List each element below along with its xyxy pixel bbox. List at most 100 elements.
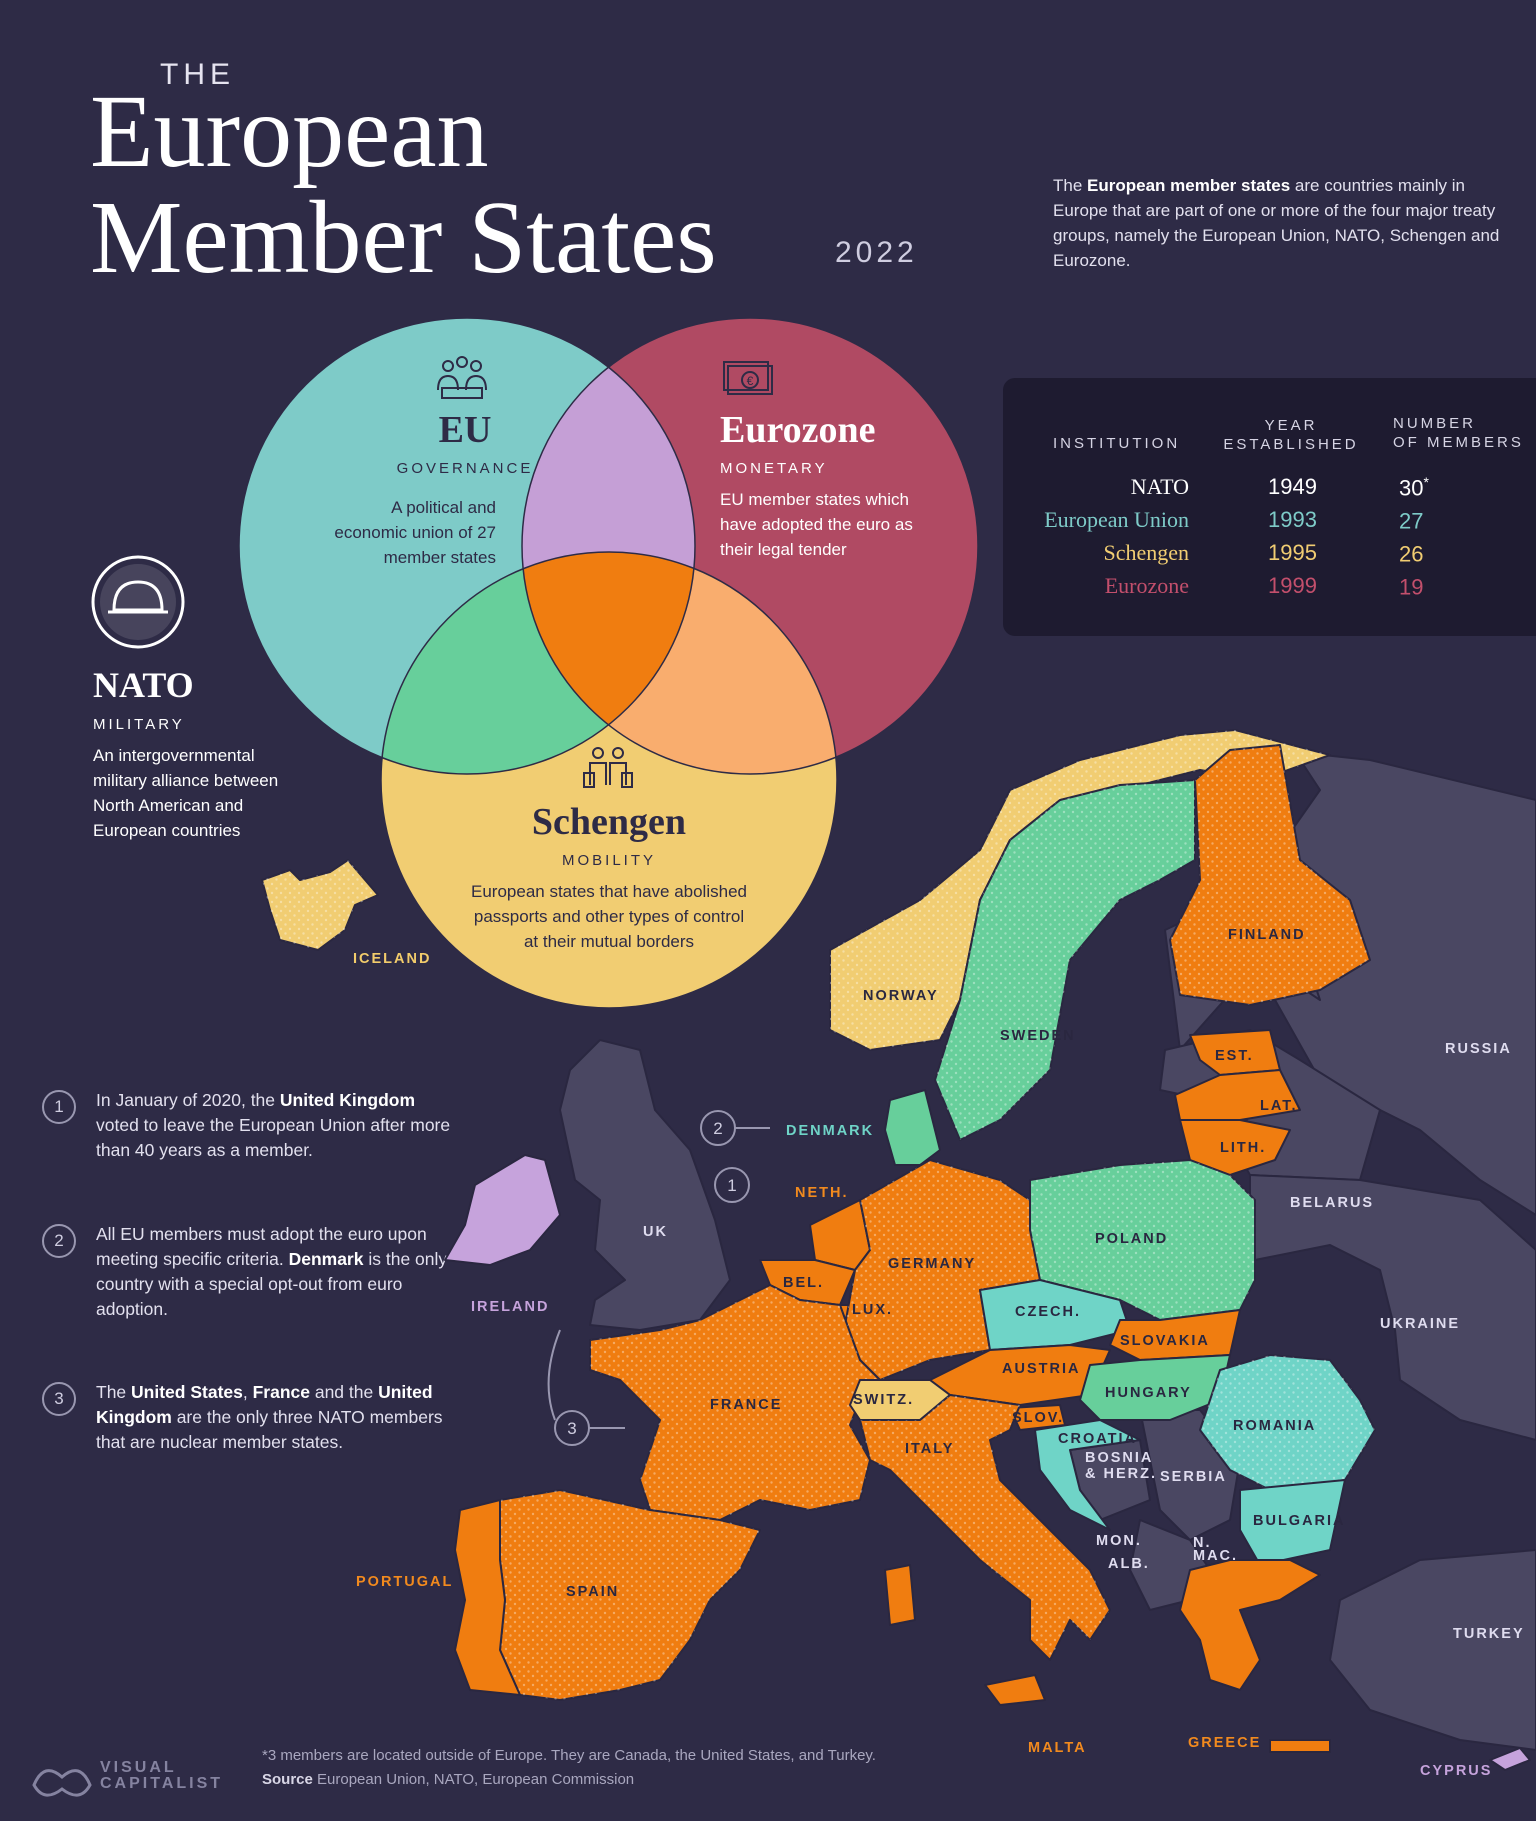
map-denmark bbox=[884, 1089, 941, 1166]
map-cyprus bbox=[1489, 1747, 1531, 1771]
label-romania: ROMANIA bbox=[1233, 1418, 1316, 1434]
label-austria: AUSTRIA bbox=[1002, 1361, 1080, 1377]
note-2: 2 All EU members must adopt the euro upo… bbox=[42, 1222, 456, 1322]
eu-label-group: EU GOVERNANCE bbox=[330, 408, 600, 477]
cell-institution: Eurozone bbox=[1104, 573, 1189, 598]
people-meeting-icon bbox=[437, 356, 487, 399]
map-crete bbox=[1269, 1739, 1331, 1753]
note-1: 1 In January of 2020, the United Kingdom… bbox=[42, 1088, 456, 1163]
map-marker-2: 2 bbox=[713, 1119, 722, 1138]
label-uk: UK bbox=[643, 1224, 668, 1240]
eu-title: EU bbox=[438, 409, 492, 451]
nato-subtitle: MILITARY bbox=[93, 716, 185, 733]
map-uk bbox=[559, 1039, 731, 1331]
cell-year: 1999 bbox=[1268, 573, 1317, 598]
label-sweden: SWEDEN bbox=[1000, 1028, 1076, 1044]
label-switz: SWITZ. bbox=[853, 1392, 914, 1408]
label-finland: FINLAND bbox=[1228, 927, 1306, 943]
schengen-description: European states that have abolished pass… bbox=[471, 882, 747, 951]
eurozone-title: Eurozone bbox=[720, 409, 876, 451]
eurozone-subtitle: MONETARY bbox=[720, 460, 828, 477]
label-denmark: DENMARK bbox=[786, 1123, 874, 1139]
label-czech: CZECH. bbox=[1015, 1304, 1081, 1320]
map-marker-3: 3 bbox=[567, 1419, 576, 1438]
helmet-icon bbox=[91, 555, 185, 649]
venn-eu-schengen bbox=[381, 552, 695, 774]
label-poland: POLAND bbox=[1095, 1231, 1168, 1247]
label-bosnia-line2: & HERZ. bbox=[1085, 1466, 1157, 1482]
cell-members: 19 bbox=[1399, 574, 1424, 600]
map-sicily bbox=[984, 1674, 1046, 1706]
label-alb: ALB. bbox=[1108, 1556, 1150, 1572]
label-germany: GERMANY bbox=[888, 1256, 976, 1272]
source-line: Source European Union, NATO, European Co… bbox=[262, 1771, 635, 1788]
label-nmac-line2: MAC. bbox=[1193, 1548, 1238, 1564]
label-portugal: PORTUGAL bbox=[356, 1574, 453, 1590]
label-est: EST. bbox=[1215, 1048, 1254, 1064]
label-russia: RUSSIA bbox=[1445, 1041, 1512, 1057]
label-serbia: SERBIA bbox=[1160, 1469, 1227, 1485]
eu-description: A political and economic union of 27 mem… bbox=[334, 498, 496, 567]
footnote: *3 members are located outside of Europe… bbox=[262, 1747, 876, 1764]
eu-subtitle: GOVERNANCE bbox=[396, 460, 534, 477]
cell-members: 27 bbox=[1399, 508, 1424, 534]
label-greece: GREECE bbox=[1188, 1735, 1261, 1751]
label-slov: SLOV. bbox=[1012, 1410, 1064, 1426]
label-lux: LUX. bbox=[852, 1302, 893, 1318]
cell-institution: Schengen bbox=[1103, 540, 1189, 565]
intro-text: The European member states are countries… bbox=[1053, 176, 1500, 270]
label-belarus: BELARUS bbox=[1290, 1195, 1374, 1211]
col-header-institution: INSTITUTION bbox=[1053, 435, 1181, 452]
label-neth: NETH. bbox=[795, 1185, 849, 1201]
label-malta: MALTA bbox=[1028, 1740, 1087, 1756]
label-ukraine: UKRAINE bbox=[1380, 1316, 1460, 1332]
venn-eurozone-schengen bbox=[522, 552, 837, 774]
label-norway: NORWAY bbox=[863, 988, 939, 1004]
label-lat: LAT. bbox=[1260, 1098, 1298, 1114]
cell-year: 1949 bbox=[1268, 474, 1317, 499]
label-hungary: HUNGARY bbox=[1105, 1385, 1192, 1401]
label-spain: SPAIN bbox=[566, 1584, 619, 1600]
map-marker-1: 1 bbox=[727, 1176, 736, 1195]
map-turkey bbox=[1329, 1549, 1536, 1751]
note-number: 1 bbox=[42, 1090, 76, 1124]
cell-year: 1995 bbox=[1268, 540, 1317, 565]
label-iceland: ICELAND bbox=[353, 951, 431, 967]
label-turkey: TURKEY bbox=[1453, 1626, 1525, 1642]
page-title-line1: European bbox=[90, 74, 489, 189]
map-ireland bbox=[444, 1154, 561, 1266]
map-sardinia bbox=[884, 1564, 916, 1626]
schengen-label-group: Schengen MOBILITY European states that h… bbox=[470, 800, 748, 954]
map-croatia bbox=[1034, 1419, 1141, 1531]
nato-title: NATO bbox=[93, 665, 194, 705]
page-title-line2: Member States bbox=[90, 180, 717, 295]
schengen-title: Schengen bbox=[531, 801, 687, 843]
col-header-year: YEAR ESTABLISHED bbox=[1223, 417, 1359, 453]
map-portugal bbox=[454, 1499, 521, 1696]
map-bulgaria bbox=[1239, 1479, 1346, 1566]
note-number: 2 bbox=[42, 1224, 76, 1258]
title-prefix: THE bbox=[160, 58, 235, 91]
label-lith: LITH. bbox=[1220, 1140, 1266, 1156]
label-croatia: CROATIA bbox=[1058, 1431, 1137, 1447]
logo-mark-icon bbox=[32, 1769, 92, 1797]
eurozone-label-group: Eurozone MONETARY EU member states which… bbox=[720, 408, 980, 562]
cell-members: 26 bbox=[1399, 541, 1424, 567]
col-header-members: NUMBER OF MEMBERS bbox=[1393, 415, 1524, 451]
label-nmac-line1: N. bbox=[1193, 1535, 1212, 1551]
label-cyprus: CYPRUS bbox=[1420, 1763, 1492, 1779]
label-mon: MON. bbox=[1096, 1533, 1142, 1549]
euro-banknote-icon: € bbox=[723, 361, 773, 395]
cell-institution: European Union bbox=[1044, 507, 1189, 532]
map-hungary bbox=[1079, 1354, 1231, 1421]
note-3: 3 The United States, France and the Unit… bbox=[42, 1380, 456, 1455]
map-greece bbox=[1179, 1559, 1321, 1691]
cell-members: 30* bbox=[1399, 474, 1429, 501]
note-number: 3 bbox=[42, 1382, 76, 1416]
cell-institution: NATO bbox=[1130, 474, 1189, 499]
label-bel: BEL. bbox=[783, 1275, 824, 1291]
svg-text:€: € bbox=[747, 374, 754, 388]
label-bulgaria: BULGARIA bbox=[1253, 1513, 1346, 1529]
eurozone-description: EU member states which have adopted the … bbox=[720, 490, 913, 559]
cell-year: 1993 bbox=[1268, 507, 1317, 532]
